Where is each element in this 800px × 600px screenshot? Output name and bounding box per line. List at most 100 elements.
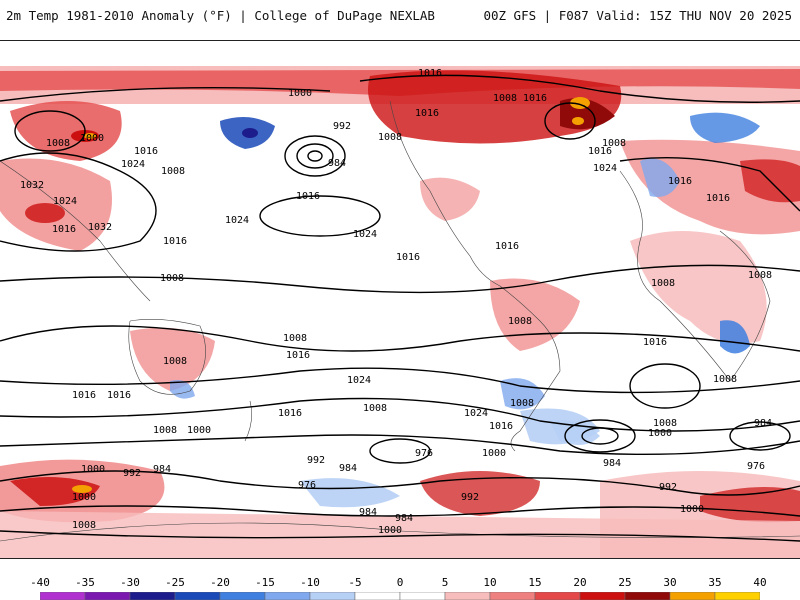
isobars bbox=[0, 74, 800, 542]
isobar-label: 1024 bbox=[53, 196, 77, 207]
legend-tick-label: 10 bbox=[483, 576, 497, 589]
isobar-label: 1008 bbox=[493, 93, 517, 104]
isobar-label: 984 bbox=[153, 464, 171, 475]
isobar-label: 992 bbox=[307, 455, 325, 466]
isobar-label: 1016 bbox=[418, 68, 442, 79]
isobar-label: 1008 bbox=[363, 403, 387, 414]
legend-tick-label: -10 bbox=[300, 576, 320, 589]
legend-swatch bbox=[489, 592, 536, 600]
legend-swatch bbox=[534, 592, 581, 600]
isobar-label: 1024 bbox=[353, 229, 377, 240]
legend-tick-label: -5 bbox=[348, 576, 362, 589]
isobar-label: 1000 bbox=[187, 425, 211, 436]
map-panel: 1016 1000 1008 1016 992 1016 1008 1008 1000 1016 1… bbox=[0, 41, 800, 559]
isobar-label: 1016 bbox=[296, 191, 320, 202]
isobar-label: 1008 bbox=[283, 333, 307, 344]
isobar-label: 1024 bbox=[121, 159, 145, 170]
legend-swatch bbox=[84, 592, 131, 600]
isobar-label: 1008 bbox=[748, 270, 772, 281]
isobar-label: 1016 bbox=[523, 93, 547, 104]
isobar-label: 1008 bbox=[602, 138, 626, 149]
legend-tick-label: 0 bbox=[396, 576, 404, 589]
isobar-label: 1000 bbox=[482, 448, 506, 459]
isobar-label: 1008 bbox=[651, 278, 675, 289]
legend-swatch bbox=[264, 592, 311, 600]
legend-swatch bbox=[354, 592, 401, 600]
legend-swatch bbox=[309, 592, 356, 600]
legend-swatch bbox=[714, 592, 760, 600]
header-bar: 2m Temp 1981-2010 Anomaly (°F) | College… bbox=[0, 0, 800, 41]
isobar-label: 1024 bbox=[593, 163, 617, 174]
isobar-label: 1008 bbox=[163, 356, 187, 367]
legend-swatch bbox=[219, 592, 266, 600]
coastlines bbox=[0, 100, 800, 542]
isobar-label: 1008 bbox=[46, 138, 70, 149]
isobar-label: 984 bbox=[339, 463, 357, 474]
legend-swatch bbox=[444, 592, 491, 600]
legend-swatch bbox=[624, 592, 671, 600]
isobar-label: 1032 bbox=[20, 180, 44, 191]
isobar-label: 1016 bbox=[668, 176, 692, 187]
isobar-label: 1008 bbox=[161, 166, 185, 177]
isobar-label: 1008 bbox=[72, 520, 96, 531]
isobar-label: 1000 bbox=[648, 428, 672, 439]
legend-tick-label: -30 bbox=[120, 576, 140, 589]
legend-swatch bbox=[399, 592, 446, 600]
cold-anomaly-areas bbox=[170, 112, 760, 508]
isobar-label: 1016 bbox=[495, 241, 519, 252]
isobar-label: 1000 bbox=[378, 525, 402, 536]
color-legend: -40 -35 -30 -25 -20 -15 -10 -5 0 5 10 15 20 25 30 35 40 bbox=[0, 560, 800, 600]
isobar-label: 984 bbox=[328, 158, 346, 169]
isobar-label: 976 bbox=[415, 448, 433, 459]
isobar-label: 1016 bbox=[52, 224, 76, 235]
isobar-label: 1008 bbox=[378, 132, 402, 143]
isobar-label: 1000 bbox=[680, 504, 704, 515]
isobar-label: 1008 bbox=[510, 398, 534, 409]
isobar-label: 1016 bbox=[107, 390, 131, 401]
legend-tick-label: 35 bbox=[708, 576, 722, 589]
isobar-label: 992 bbox=[123, 468, 141, 479]
legend-tick-label: 5 bbox=[441, 576, 449, 589]
isobar-label: 1016 bbox=[72, 390, 96, 401]
isobar-label: 1016 bbox=[134, 146, 158, 157]
isobar-label: 1016 bbox=[643, 337, 667, 348]
legend-tick-label: 40 bbox=[753, 576, 767, 589]
isobar-label: 1008 bbox=[713, 374, 737, 385]
map-title: 2m Temp 1981-2010 Anomaly (°F) | College… bbox=[6, 8, 435, 23]
isobar-label: 1016 bbox=[588, 146, 612, 157]
legend-tick-label: 20 bbox=[573, 576, 587, 589]
legend-tick-label: -35 bbox=[75, 576, 95, 589]
legend-tick-label: -15 bbox=[255, 576, 275, 589]
isobar-label: 1024 bbox=[225, 215, 249, 226]
isobar-label: 992 bbox=[659, 482, 677, 493]
legend-swatch bbox=[40, 592, 86, 600]
isobar-label: 1024 bbox=[347, 375, 371, 386]
isobar-label: 976 bbox=[747, 461, 765, 472]
isobar-label: 1016 bbox=[286, 350, 310, 361]
isobar-label: 992 bbox=[333, 121, 351, 132]
isobar-label: 1016 bbox=[489, 421, 513, 432]
isobar-label: 1008 bbox=[160, 273, 184, 284]
isobar-label: 992 bbox=[461, 492, 479, 503]
legend-color-bar bbox=[40, 592, 760, 600]
isobar-label: 1016 bbox=[163, 236, 187, 247]
isobar-label: 1008 bbox=[653, 418, 677, 429]
isobar-label: 984 bbox=[754, 418, 772, 429]
isobar-label: 1000 bbox=[80, 133, 104, 144]
isobar-label: 1000 bbox=[72, 492, 96, 503]
isobar-label: 1016 bbox=[415, 108, 439, 119]
legend-swatch bbox=[579, 592, 626, 600]
isobar-label: 1016 bbox=[278, 408, 302, 419]
isobar-label: 984 bbox=[603, 458, 621, 469]
isobar-label: 976 bbox=[298, 480, 316, 491]
legend-tick-label: 15 bbox=[528, 576, 542, 589]
legend-tick-label: 30 bbox=[663, 576, 677, 589]
legend-tick-label: -25 bbox=[165, 576, 185, 589]
legend-swatch bbox=[174, 592, 221, 600]
isobar-label: 984 bbox=[395, 513, 413, 524]
isobar-label: 1032 bbox=[88, 222, 112, 233]
isobar-label: 1000 bbox=[81, 464, 105, 475]
isobar-label: 1008 bbox=[508, 316, 532, 327]
